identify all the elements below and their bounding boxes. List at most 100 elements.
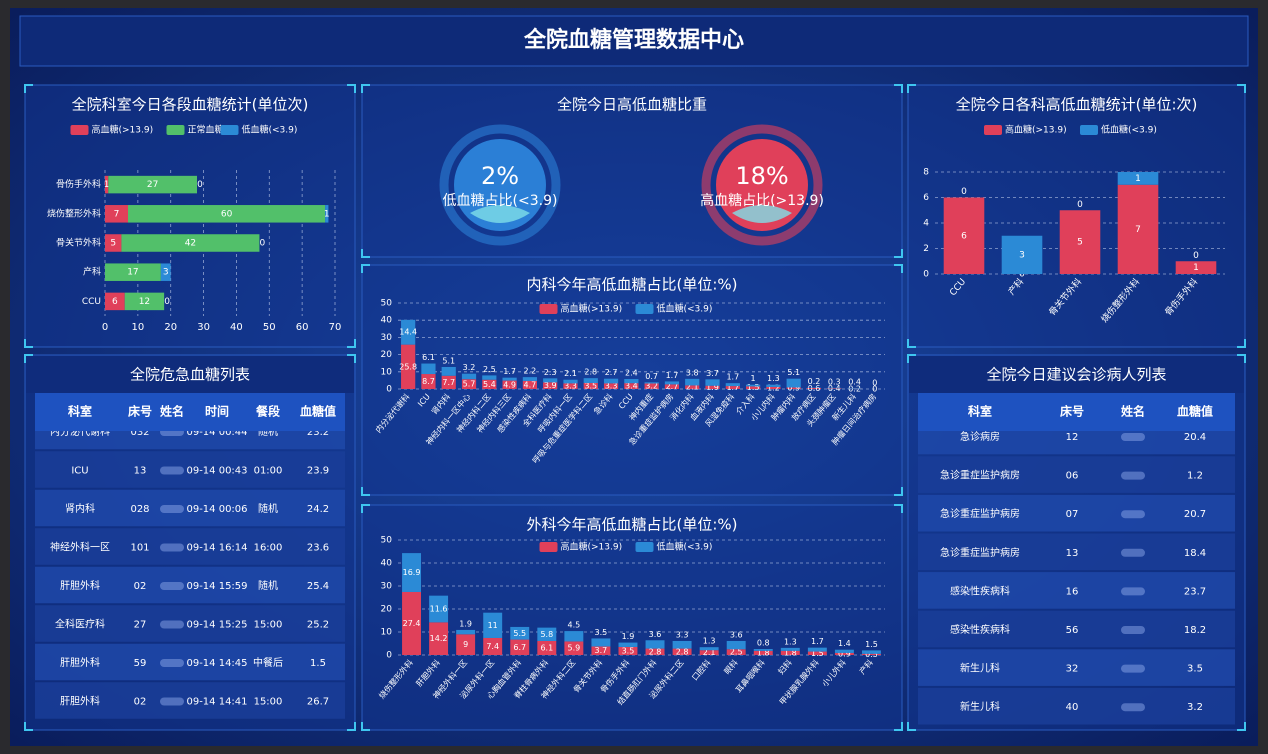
value-label: 0 xyxy=(1019,270,1025,280)
bar-segment xyxy=(645,640,665,649)
bar-segment xyxy=(685,378,700,386)
value-label: 3.4 xyxy=(625,382,638,391)
table-cell: 20.4 xyxy=(1184,432,1206,443)
corner xyxy=(361,504,370,513)
gauge-value: 2% xyxy=(481,162,519,190)
gauge-ring xyxy=(701,124,823,246)
value-label: 2.4 xyxy=(625,369,638,378)
bar-segment xyxy=(401,344,416,389)
value-label: 1.5 xyxy=(811,649,824,658)
value-label: 14.4 xyxy=(399,328,417,337)
table-row xyxy=(35,528,345,565)
table-cell: 急诊病房 xyxy=(960,430,1000,443)
bar-segment xyxy=(943,197,985,274)
table-cell: 02 xyxy=(134,697,147,708)
bar-segment xyxy=(563,379,578,384)
corner xyxy=(894,487,903,496)
gauge-label: 低血糖占比(<3.9) xyxy=(443,193,558,209)
value-label: 3.5 xyxy=(595,628,608,637)
bar-segment xyxy=(441,375,456,389)
table-cell: 23.9 xyxy=(307,466,329,477)
value-label: 0.4 xyxy=(848,377,861,386)
value-label: 0.2 xyxy=(848,384,861,393)
value-label: 1.5 xyxy=(865,640,878,649)
value-label: 17 xyxy=(127,268,138,278)
y-tick-label: 8 xyxy=(923,168,929,178)
value-label: 0 xyxy=(260,239,266,249)
value-label: 4.5 xyxy=(567,621,580,630)
value-label: 3.7 xyxy=(595,646,608,655)
table-cell: 25.4 xyxy=(307,581,329,592)
bar-segment xyxy=(543,382,558,389)
corner xyxy=(24,722,33,731)
bar-segment xyxy=(402,591,421,655)
value-label: 25.8 xyxy=(399,362,417,371)
table-header-cell: 姓名 xyxy=(1121,404,1145,419)
bar-segment xyxy=(834,649,854,653)
corner xyxy=(894,84,903,93)
table-cell: 12 xyxy=(1066,432,1079,443)
value-label: 7 xyxy=(114,209,120,219)
legend-swatch xyxy=(539,304,558,314)
bar-segment xyxy=(725,383,740,387)
value-label: 1 xyxy=(1193,263,1199,273)
legend-label: 低血糖(<3.9) xyxy=(657,541,713,553)
table-row xyxy=(35,643,345,681)
value-label: 0.9 xyxy=(838,649,851,658)
bar-segment xyxy=(644,383,659,389)
panel-title: 内科今年高低血糖占比(单位:%) xyxy=(526,276,737,294)
value-label: 27.4 xyxy=(403,619,421,628)
panel-title: 全院科室今日各段血糖统计(单位次) xyxy=(72,96,309,114)
legend-label: 低血糖(<3.9) xyxy=(1101,124,1157,136)
x-tick-label: 50 xyxy=(263,322,276,333)
bar-segment xyxy=(664,384,680,389)
table-cell: 肝胆外科 xyxy=(60,656,100,669)
corner xyxy=(347,722,356,731)
bar-segment xyxy=(847,387,862,389)
bar-segment xyxy=(563,383,578,389)
x-tick-label: 60 xyxy=(296,322,309,333)
bar-segment xyxy=(522,380,537,389)
table-row xyxy=(35,566,345,604)
value-label: 0 xyxy=(1077,200,1083,210)
bar-segment xyxy=(543,378,558,383)
corner xyxy=(347,354,356,363)
y-tick-label: 50 xyxy=(381,536,393,546)
panel xyxy=(361,504,903,731)
value-label: 2.1 xyxy=(703,648,716,657)
blurred-name xyxy=(160,543,184,552)
value-label: 3 xyxy=(163,268,169,278)
value-label: 2.5 xyxy=(730,648,743,657)
bar-segment xyxy=(482,379,497,389)
table-cell: 13 xyxy=(134,466,147,477)
table-header xyxy=(35,393,345,431)
bar-segment xyxy=(441,366,456,376)
bar-segment xyxy=(725,386,740,389)
blurred-name xyxy=(160,659,184,667)
table-cell: 随机 xyxy=(258,502,278,515)
table-cell: 02 xyxy=(134,581,147,592)
value-label: 2.8 xyxy=(676,647,689,656)
value-label: 0.2 xyxy=(808,377,821,386)
table-cell: 20.7 xyxy=(1184,509,1206,520)
value-label: 3.5 xyxy=(584,381,597,390)
value-label: 16.9 xyxy=(403,568,421,577)
value-label: 1.3 xyxy=(784,637,797,646)
bar-segment xyxy=(108,175,197,194)
table-cell: 13 xyxy=(1066,548,1079,559)
bar-segment xyxy=(564,631,584,642)
legend-label: 高血糖(>13.9) xyxy=(561,541,623,553)
value-label: 5.9 xyxy=(567,644,580,653)
gauge-disc xyxy=(716,139,808,231)
value-label: 0 xyxy=(961,187,967,197)
value-label: 6.1 xyxy=(540,643,553,652)
table-cell: 59 xyxy=(134,658,147,669)
bar-segment xyxy=(603,378,619,384)
y-tick-label: 4 xyxy=(923,219,929,229)
value-label: 60 xyxy=(221,209,233,219)
table-cell: 18.4 xyxy=(1184,548,1206,559)
gauge-wave xyxy=(732,205,792,223)
value-label: 0.9 xyxy=(787,384,800,393)
table-cell: 01:00 xyxy=(254,466,283,477)
value-label: 3.6 xyxy=(649,630,662,639)
